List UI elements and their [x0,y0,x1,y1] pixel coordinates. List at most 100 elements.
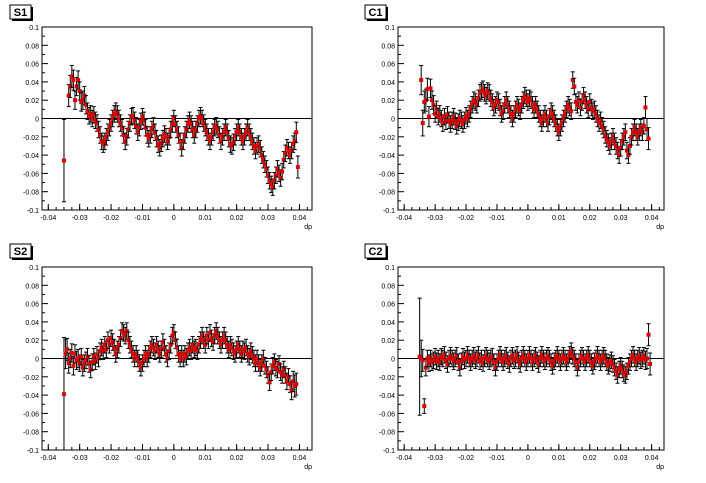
data-marker [132,356,137,361]
data-marker [98,349,103,354]
data-marker [261,356,266,361]
data-marker [220,338,225,343]
data-marker [524,96,529,101]
data-marker [176,132,181,137]
data-marker [511,111,516,116]
data-point [294,121,299,143]
data-marker [535,358,540,363]
data-marker [206,134,211,139]
data-marker [151,345,156,350]
data-marker [98,132,103,137]
x-tick-label: -0.03 [72,455,88,462]
data-marker [561,353,566,358]
data-marker [555,352,560,357]
data-marker [215,127,220,132]
data-marker [253,361,258,366]
data-marker [251,356,256,361]
data-marker [266,372,271,377]
data-marker [181,356,186,361]
data-marker [226,347,231,352]
data-marker [482,90,487,95]
data-marker [638,125,643,130]
data-marker [167,134,172,139]
data-marker [635,356,640,361]
data-marker [99,139,104,144]
data-marker [590,363,595,368]
data-marker [436,114,441,119]
data-marker [292,139,297,144]
data-marker [581,93,586,98]
data-marker [162,345,167,350]
data-marker [521,352,526,357]
data-marker [176,351,181,356]
data-marker [233,351,238,356]
data-marker [640,356,645,361]
data-marker [499,356,504,361]
data-marker [597,356,602,361]
data-marker [443,119,448,124]
data-marker [490,100,495,105]
data-marker [91,354,96,359]
data-marker [518,361,523,366]
data-point [422,398,427,414]
data-marker [110,116,115,121]
data-marker [250,352,255,357]
data-point [420,109,425,137]
data-marker [519,356,524,361]
data-marker [553,121,558,126]
data-marker [212,333,217,338]
x-tick-label: 0 [172,455,176,462]
x-tick-label: 0.01 [198,455,212,462]
data-marker [451,114,456,119]
data-marker [508,356,513,361]
data-marker [498,105,503,110]
data-marker [641,353,646,358]
data-marker [173,338,178,343]
data-marker [456,120,461,125]
data-marker [538,356,543,361]
data-marker [83,358,88,363]
data-marker [231,140,236,145]
data-marker [171,116,176,121]
data-marker [170,333,175,338]
data-marker [576,360,581,365]
data-marker [258,365,263,370]
x-axis-label: dp [304,224,312,231]
data-marker [94,121,99,126]
y-tick-label: 0 [391,117,395,124]
data-marker [631,352,636,357]
data-point [295,155,300,179]
data-marker [116,342,121,347]
data-marker [102,342,107,347]
data-point [648,352,653,376]
data-marker [284,379,289,384]
data-marker [479,356,484,361]
x-tick-label: -0.03 [427,215,443,222]
data-marker [493,102,498,107]
y-tick-label: 0.06 [381,62,395,69]
data-marker [576,98,581,103]
data-marker [196,342,201,347]
data-marker [68,84,73,89]
y-tick-label: -0.04 [23,393,39,400]
data-marker [160,340,165,345]
y-tick-label: 0.08 [25,283,39,290]
data-marker [135,130,140,135]
data-marker [87,361,92,366]
data-marker [632,356,637,361]
data-marker [618,145,623,150]
y-tick-label: 0.04 [381,80,395,87]
data-marker [261,157,266,162]
data-marker [606,140,611,145]
data-marker [445,361,450,366]
data-marker [105,338,110,343]
data-marker [275,367,280,372]
y-tick-label: -0.02 [23,375,39,382]
data-marker [229,345,234,350]
y-tick-label: -0.1 [27,448,39,455]
data-marker [563,356,568,361]
data-marker [217,132,222,137]
data-marker [76,356,81,361]
x-tick-label: -0.04 [396,215,412,222]
data-marker [211,130,216,135]
